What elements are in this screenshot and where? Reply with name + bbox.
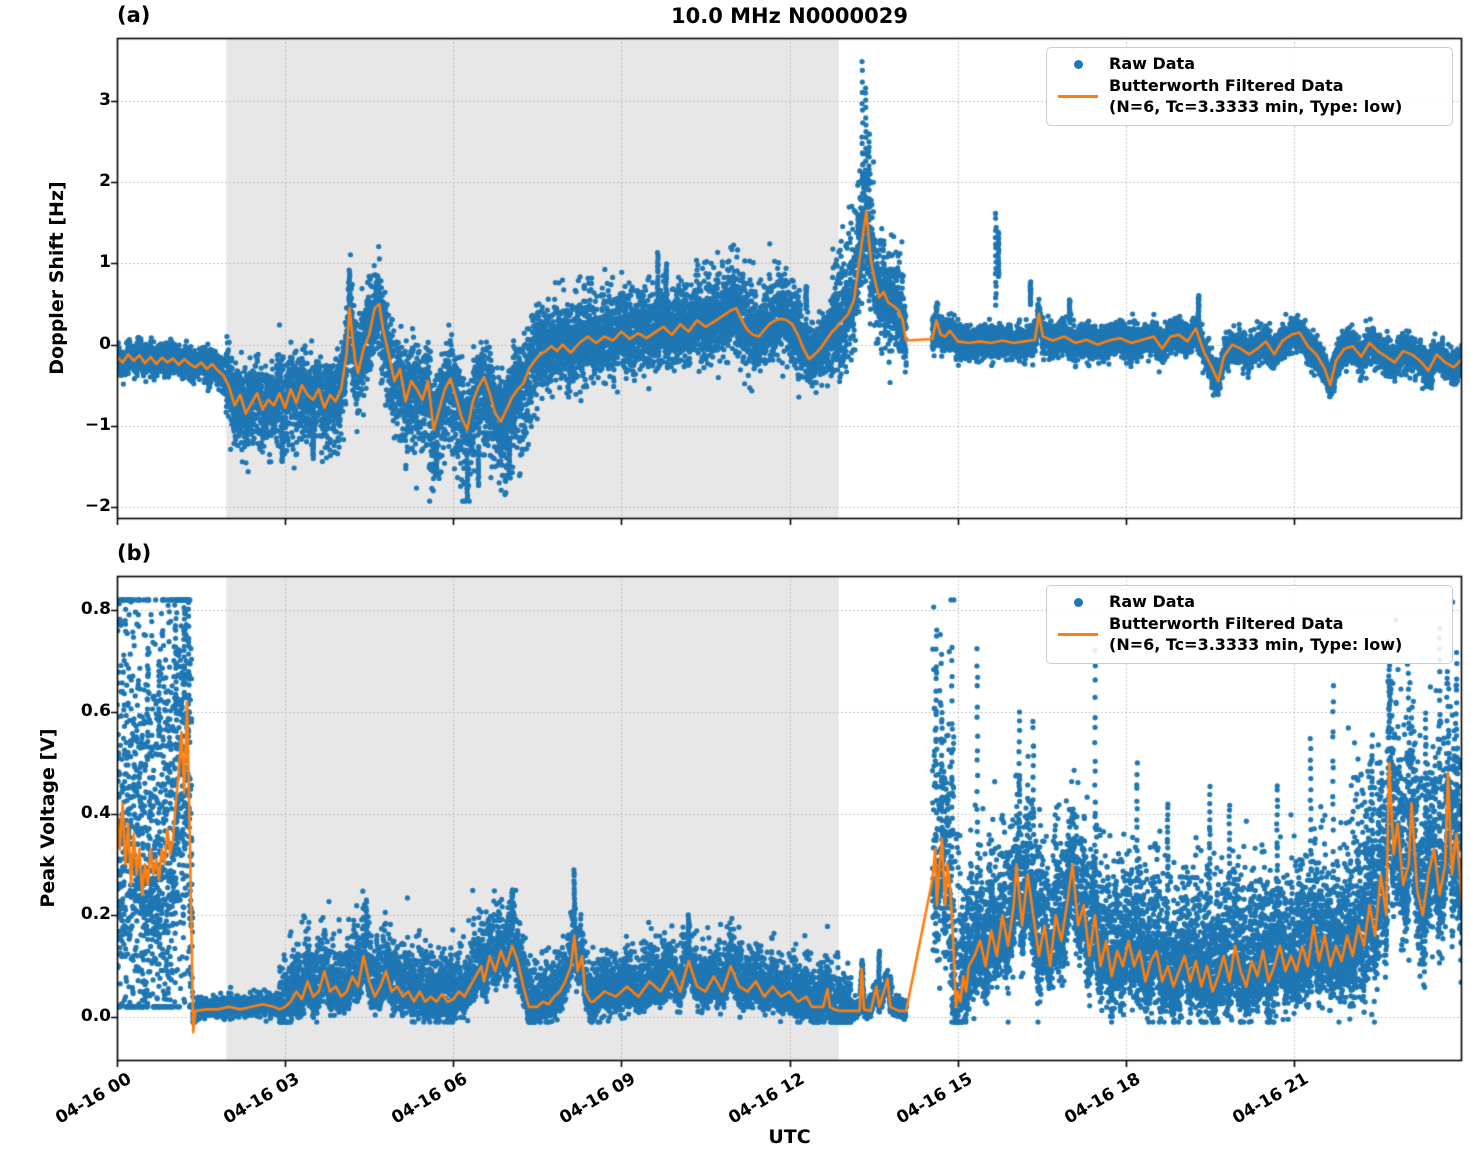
- legend-item-raw: Raw Data: [1047, 54, 1446, 75]
- legend-filtered-label-line2: (N=6, Tc=3.3333 min, Type: low): [1109, 96, 1403, 116]
- y-tick-label: 0.4: [80, 802, 111, 823]
- legend-filtered-label: Butterworth Filtered Data (N=6, Tc=3.333…: [1109, 76, 1402, 118]
- y-tick-label: 0.2: [80, 904, 111, 925]
- y-tick-label: 3: [99, 90, 111, 111]
- panel-a-legend: Raw Data Butterworth Filtered Data (N=6,…: [1046, 47, 1453, 127]
- y-tick-label: 0.6: [80, 700, 111, 721]
- y-tick-label: 0.8: [80, 599, 111, 620]
- legend-raw-label: Raw Data: [1109, 54, 1195, 73]
- legend-filtered-label: Butterworth Filtered Data (N=6, Tc=3.333…: [1109, 614, 1402, 656]
- panel-a-y-axis-label: Doppler Shift [Hz]: [46, 181, 68, 375]
- legend-item-filtered: Butterworth Filtered Data (N=6, Tc=3.333…: [1047, 614, 1446, 656]
- y-tick-label: 2: [99, 171, 111, 192]
- legend-filtered-label-line1: Butterworth Filtered Data: [1109, 613, 1344, 633]
- raw-data-dot-icon: [1047, 59, 1109, 69]
- y-tick-label: 1: [99, 252, 111, 273]
- x-axis-label: UTC: [768, 1126, 811, 1148]
- legend-filtered-label-line2: (N=6, Tc=3.3333 min, Type: low): [1109, 634, 1403, 654]
- panel-b-label: (b): [117, 541, 152, 565]
- figure-title: 10.0 MHz N0000029: [671, 4, 908, 28]
- y-tick-label: 0: [99, 333, 111, 354]
- legend-item-raw: Raw Data: [1047, 592, 1446, 613]
- legend-item-filtered: Butterworth Filtered Data (N=6, Tc=3.333…: [1047, 76, 1446, 118]
- panel-a-label: (a): [117, 3, 151, 27]
- filtered-line-icon: [1047, 95, 1109, 99]
- panel-b-legend: Raw Data Butterworth Filtered Data (N=6,…: [1046, 585, 1453, 665]
- y-tick-label: −2: [84, 495, 111, 516]
- legend-raw-label: Raw Data: [1109, 592, 1195, 611]
- raw-data-dot-icon: [1047, 597, 1109, 607]
- y-tick-label: −1: [84, 414, 111, 435]
- filtered-line-icon: [1047, 633, 1109, 637]
- legend-filtered-label-line1: Butterworth Filtered Data: [1109, 75, 1344, 95]
- y-tick-label: 0.0: [80, 1006, 111, 1026]
